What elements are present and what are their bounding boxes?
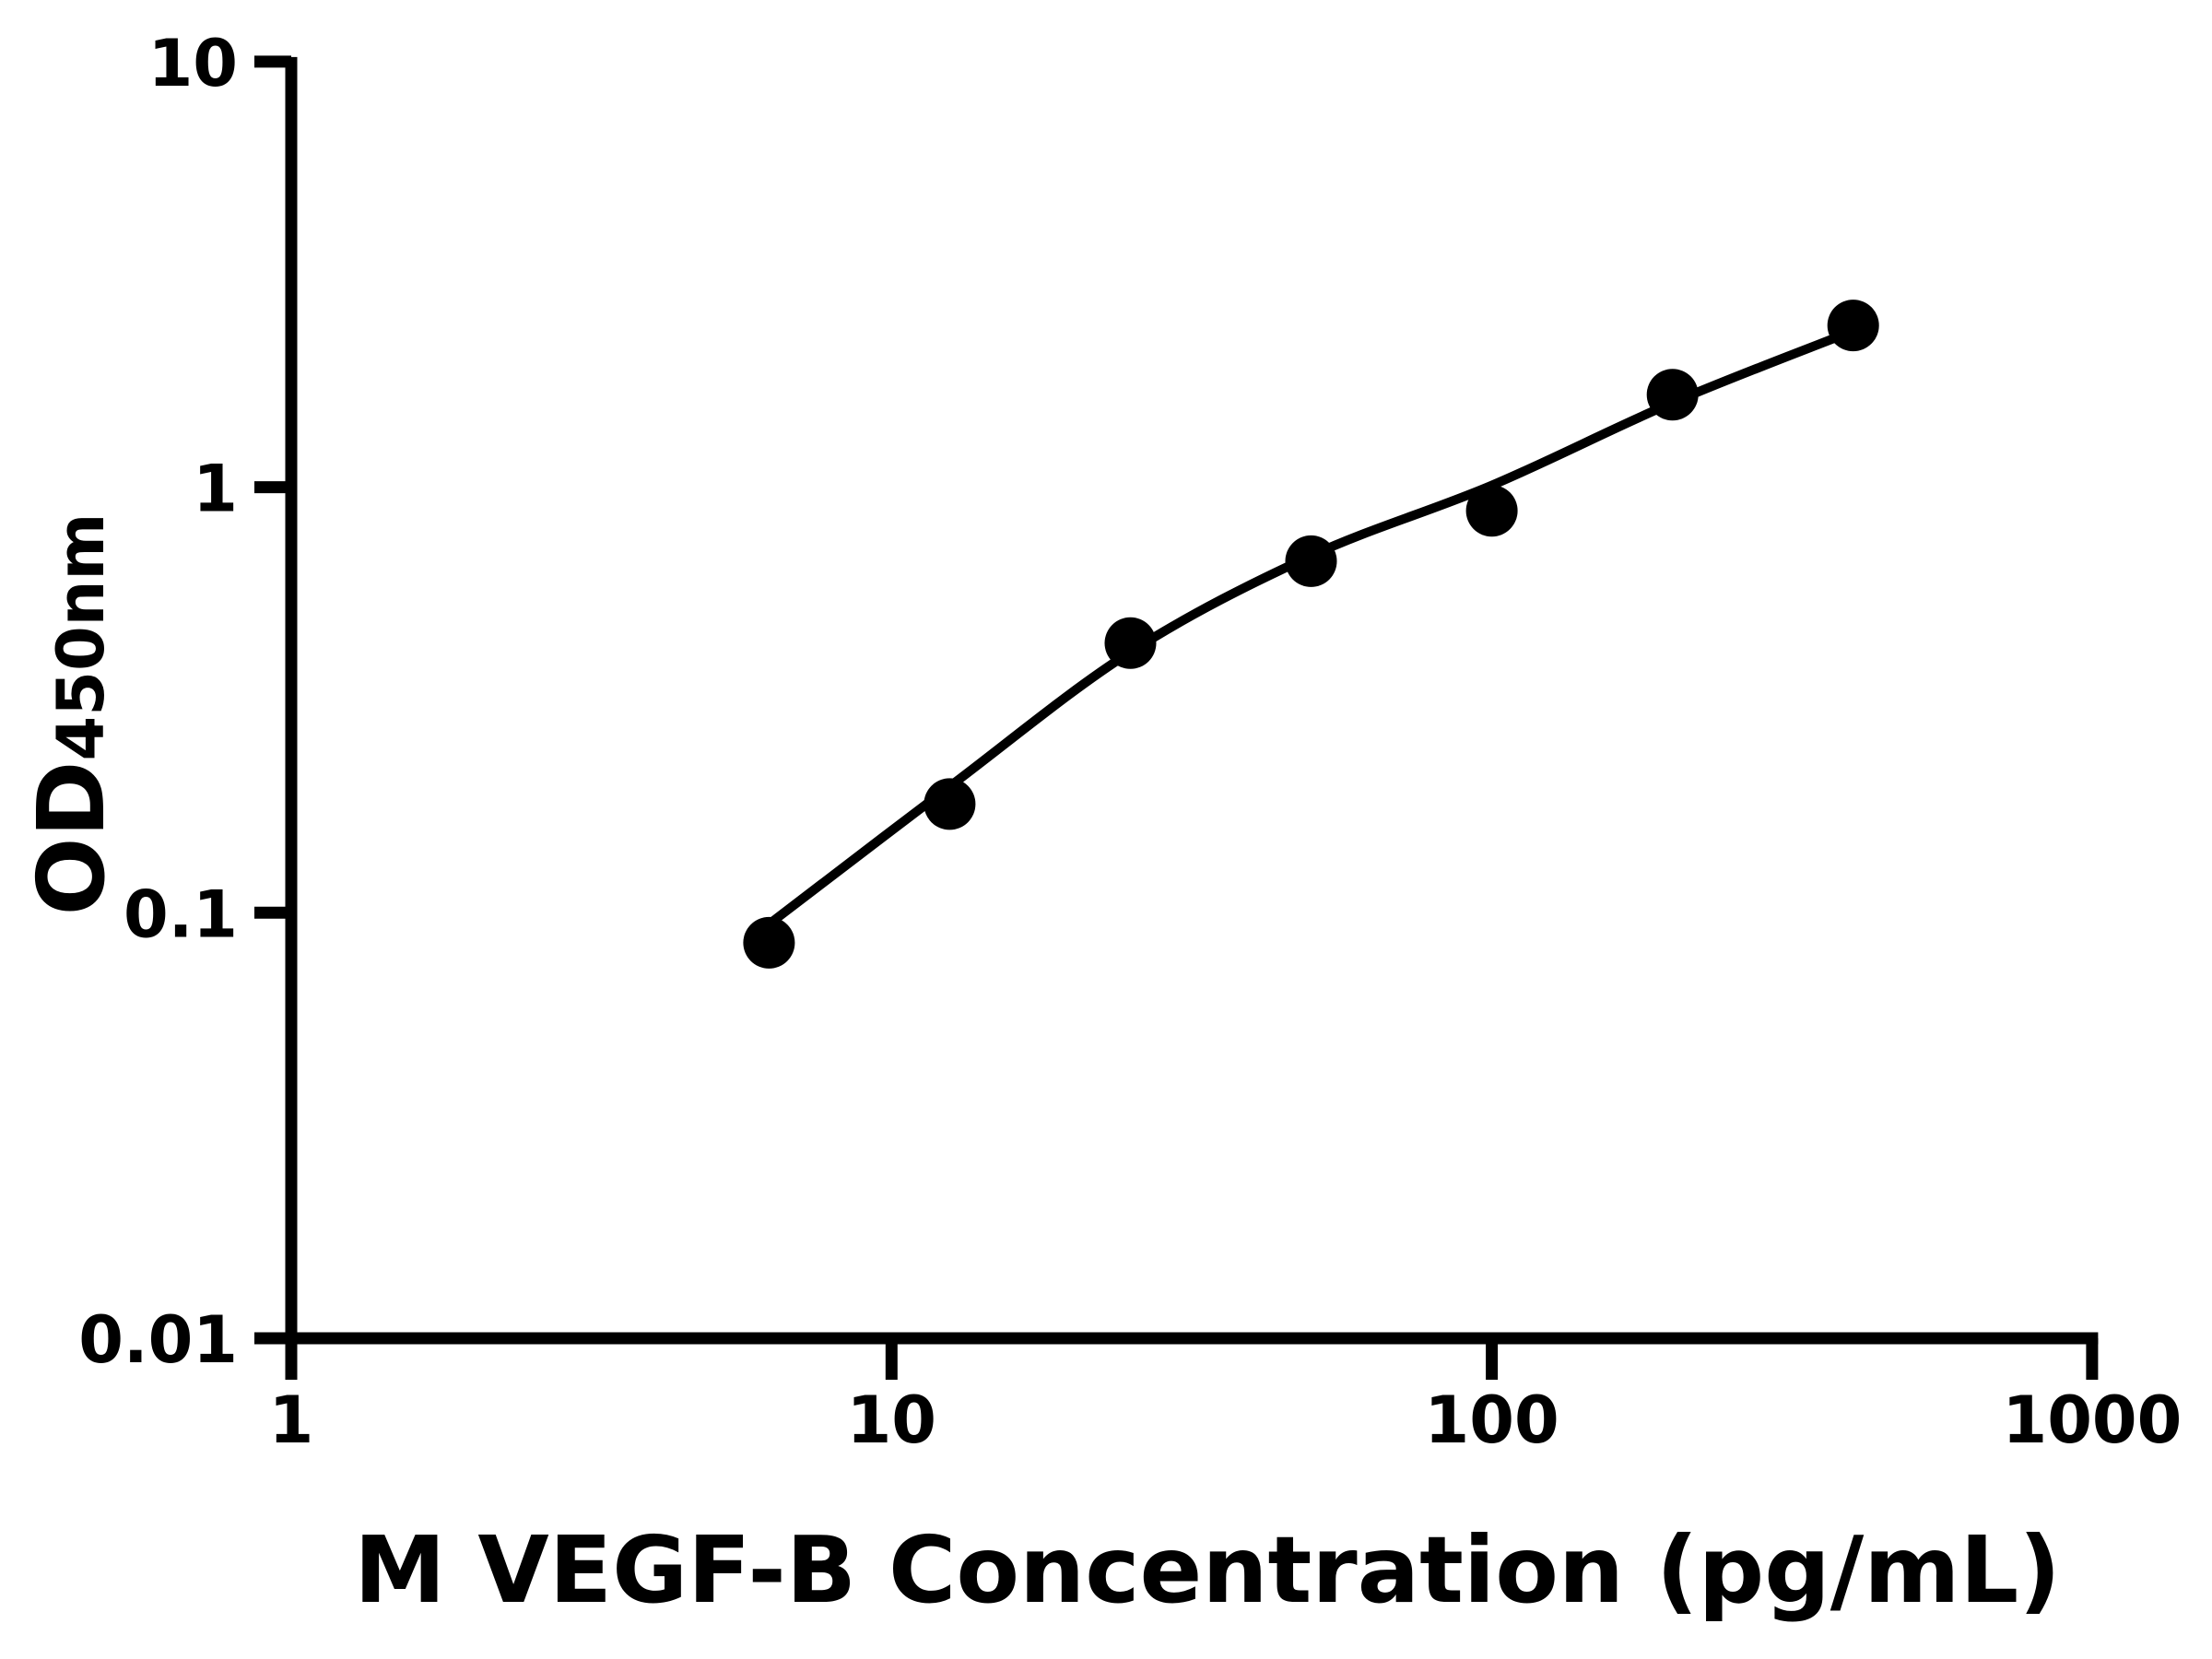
data-point — [1285, 535, 1337, 587]
data-point — [743, 916, 795, 969]
x-tick-label: 1000 — [2002, 1382, 2182, 1458]
data-point — [1646, 369, 1699, 421]
ticks-layer — [254, 55, 2099, 1380]
data-point — [924, 778, 976, 830]
tick-labels-layer: 1 10 100 1000 0.01 0.1 1 10 — [78, 26, 2182, 1458]
y-tick-label: 0.1 — [124, 877, 238, 952]
y-tick-label: 1 — [193, 452, 238, 527]
data-point — [1465, 485, 1518, 537]
data-point — [1827, 300, 1879, 352]
fit-curve-layer — [764, 326, 1858, 929]
y-tick-label: 0.01 — [78, 1302, 238, 1378]
fit-curve-line — [764, 326, 1858, 929]
x-tick-label: 10 — [847, 1382, 936, 1458]
x-tick-label: 1 — [269, 1382, 314, 1458]
y-axis-title-main: OD — [18, 760, 125, 915]
y-axis-title-sub: 450nm — [43, 513, 119, 761]
y-axis-title: OD450nm — [18, 513, 125, 916]
data-points-layer — [743, 300, 1879, 969]
y-tick-label: 10 — [148, 26, 238, 101]
data-point — [1104, 617, 1157, 669]
x-tick-label: 100 — [1425, 1382, 1559, 1458]
x-axis-title: M VEGF-B Concentration (pg/mL) — [354, 1516, 2061, 1624]
axes-layer — [254, 56, 2099, 1345]
